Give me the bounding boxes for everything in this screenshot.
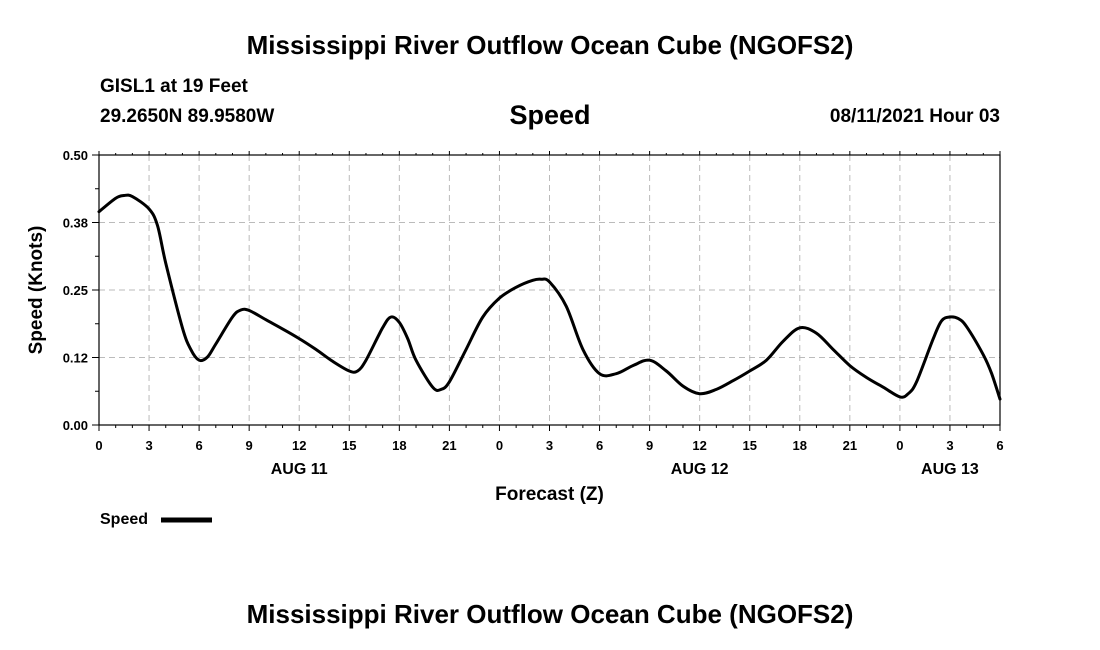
- legend: Speed: [100, 511, 212, 528]
- chart-subtitle: Speed: [509, 100, 591, 130]
- chart-main-title: Mississippi River Outflow Ocean Cube (NG…: [246, 30, 854, 60]
- x-tick-label: 18: [392, 438, 406, 453]
- x-tick-label: 0: [496, 438, 503, 453]
- y-tick-label: 0.38: [63, 216, 88, 231]
- date-label: AUG 12: [671, 461, 729, 478]
- x-tick-label: 0: [896, 438, 903, 453]
- x-axis-title: Forecast (Z): [495, 484, 604, 505]
- x-tick-label: 21: [843, 438, 857, 453]
- legend-label-speed: Speed: [100, 511, 148, 528]
- speed-series-line: [97, 193, 1002, 401]
- x-tick-label: 9: [246, 438, 253, 453]
- x-tick-label: 15: [742, 438, 756, 453]
- x-tick-label: 12: [692, 438, 706, 453]
- date-labels: AUG 11 AUG 12 AUG 13: [271, 461, 979, 478]
- x-tick-label: 6: [195, 438, 202, 453]
- x-tick-label: 6: [596, 438, 603, 453]
- footer-title: Mississippi River Outflow Ocean Cube (NG…: [246, 599, 854, 629]
- grid-lines: [99, 155, 1000, 425]
- x-tick-label: 3: [546, 438, 553, 453]
- x-tick-label: 3: [145, 438, 152, 453]
- y-tick-label: 0.12: [63, 351, 88, 366]
- x-tick-label: 18: [793, 438, 807, 453]
- x-tick-label: 15: [342, 438, 356, 453]
- x-tick-label: 21: [442, 438, 456, 453]
- y-tick-label: 0.25: [63, 283, 88, 298]
- date-label: AUG 11: [271, 461, 328, 478]
- axis-ticks: [92, 151, 1001, 431]
- y-tick-labels: 0.00 0.12 0.25 0.38 0.50: [63, 148, 88, 433]
- station-coordinates: 29.2650N 89.9580W: [100, 106, 275, 127]
- x-tick-label: 9: [646, 438, 653, 453]
- y-axis-title: Speed (Knots): [26, 226, 47, 355]
- station-label: GISL1 at 19 Feet: [100, 76, 248, 97]
- x-tick-label: 0: [95, 438, 102, 453]
- date-label: AUG 13: [921, 461, 979, 478]
- y-tick-label: 0.00: [63, 418, 88, 433]
- x-tick-label: 3: [946, 438, 953, 453]
- forecast-datetime: 08/11/2021 Hour 03: [829, 106, 1000, 127]
- y-tick-label: 0.50: [63, 148, 88, 163]
- x-tick-label: 6: [996, 438, 1003, 453]
- x-tick-label: 12: [292, 438, 306, 453]
- x-tick-labels: 0 3 6 9 12 15 18 21 0 3 6 9 12 15 18 21 0 3 6: [95, 438, 1003, 453]
